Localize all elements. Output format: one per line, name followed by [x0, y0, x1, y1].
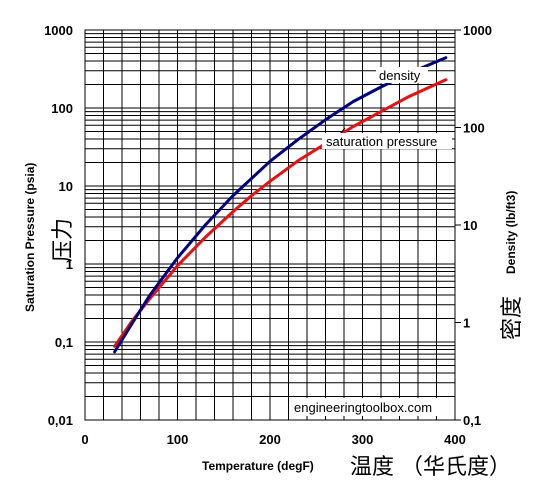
watermark-text: engineeringtoolbox.com: [294, 400, 432, 415]
y-left-tick-label: 10: [59, 179, 73, 194]
y-left-axis-title-cjk: 压力: [51, 218, 76, 262]
x-axis-title: Temperature (degF): [202, 459, 314, 473]
watermark: engineeringtoolbox.com: [290, 398, 448, 416]
series-line-density: [113, 56, 448, 354]
x-tick-label: 100: [167, 432, 189, 447]
y-left-tick-label: 1000: [44, 23, 73, 38]
y-left-tick-label: 1: [66, 257, 73, 272]
saturation-pressure-annotation: saturation pressure: [322, 133, 452, 149]
y-right-tick-label: 1000: [463, 23, 492, 38]
series-line-saturation-pressure: [113, 78, 448, 348]
series-layer: [113, 56, 448, 354]
y-right-tick-label: 10: [463, 218, 477, 233]
y-left-tick-label: 100: [51, 101, 73, 116]
x-tick-label: 300: [352, 432, 374, 447]
tick-labels: 0 100 200 300 400 0,01 0,1 1 10 100 1000 0,1 1 10 100 1…: [44, 23, 492, 447]
x-tick-label: 0: [81, 432, 88, 447]
y-right-axis-title-cjk: 密度: [500, 296, 525, 340]
y-left-axis-title: Saturation Pressure (psia): [23, 163, 37, 312]
y-right-axis-title: Density (lb/ft3): [504, 191, 518, 274]
y-right-tick-label: 1: [463, 316, 470, 331]
x-tick-label: 400: [444, 432, 466, 447]
y-right-tick-label: 0,1: [463, 413, 481, 428]
density-annotation: density: [376, 67, 428, 83]
y-right-tick-label: 100: [463, 121, 485, 136]
density-label: density: [379, 68, 421, 83]
grid: [84, 30, 456, 421]
y-left-tick-label: 0,1: [55, 335, 73, 350]
x-axis-title-cjk: 温度 （华氏度）: [350, 455, 511, 480]
saturation-pressure-label: saturation pressure: [326, 134, 437, 149]
x-tick-label: 200: [259, 432, 281, 447]
y-left-tick-label: 0,01: [48, 413, 73, 428]
